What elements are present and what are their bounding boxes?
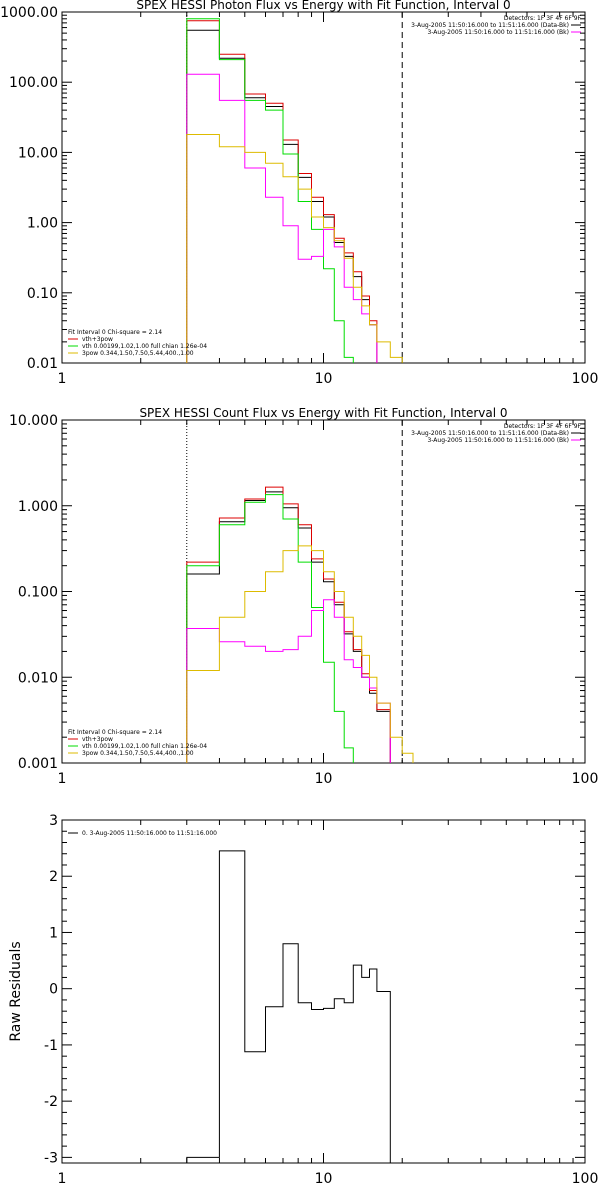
y-tick-label: 2 bbox=[49, 869, 58, 885]
y-axis-label: Raw Residuals bbox=[8, 941, 24, 1041]
series-line-0 bbox=[186, 850, 403, 1163]
chart-panel-0: SPEX HESSI Photon Flux vs Energy with Fi… bbox=[0, 0, 598, 387]
legend-text: 3pow 0.344,1.50,7.50,5.44,400.,1.00 bbox=[82, 750, 194, 757]
y-tick-label: 0 bbox=[49, 982, 58, 998]
x-tick-label: 1 bbox=[58, 371, 67, 387]
annotation-text: 3-Aug-2005 11:50:16.000 to 11:51:16.000 … bbox=[427, 29, 569, 36]
y-tick-label: 0.01 bbox=[27, 356, 58, 372]
x-tick-label: 10 bbox=[315, 1171, 333, 1187]
series-line-1 bbox=[186, 486, 391, 763]
chart-title: SPEX HESSI Count Flux vs Energy with Fit… bbox=[139, 406, 507, 420]
y-tick-label: 1 bbox=[49, 925, 58, 941]
y-tick-label: 1.000 bbox=[18, 499, 58, 515]
legend-text: vth 0.00199,1.02,1.00 full chian 1.26e-0… bbox=[82, 343, 207, 350]
series-line-4 bbox=[186, 134, 403, 363]
series-group bbox=[186, 850, 403, 1163]
y-tick-label: 100.00 bbox=[9, 75, 58, 91]
chart-panel-2: Raw Residuals 1 10 100 -3 -2 -1 0 1 2 3 0. 3-Aug-20… bbox=[8, 813, 598, 1187]
y-tick-label: -1 bbox=[44, 1038, 58, 1054]
y-tick-label: 1.00 bbox=[27, 216, 58, 232]
legend-text: vth 0.00199,1.02,1.00 full chian 1.26e-0… bbox=[82, 743, 207, 750]
y-tick-label: -2 bbox=[44, 1094, 58, 1110]
y-tick-label: 0.10 bbox=[27, 286, 58, 302]
annotation-text: 3-Aug-2005 11:50:16.000 to 11:51:16.000 … bbox=[411, 430, 569, 437]
y-tick-label: -3 bbox=[44, 1150, 58, 1166]
y-tick-label: 10.00 bbox=[18, 145, 58, 161]
annotation-text: Detectors: 1F 3F 4F 6F 9F bbox=[504, 15, 582, 22]
x-tick-label: 10 bbox=[315, 771, 333, 787]
series-line-3 bbox=[186, 599, 391, 763]
annotation-text: 3-Aug-2005 11:50:16.000 to 11:51:16.000 … bbox=[427, 437, 569, 444]
series-group bbox=[186, 18, 403, 363]
x-tick-label: 100 bbox=[572, 771, 599, 787]
y-tick-label: 3 bbox=[49, 813, 58, 829]
y-tick-label: 1000.00 bbox=[0, 5, 58, 21]
legend-text: vth+3pow bbox=[82, 736, 113, 743]
y-tick-label: 0.010 bbox=[18, 670, 58, 686]
series-line-0 bbox=[186, 29, 378, 363]
series-group bbox=[186, 486, 414, 763]
annotation-text: Detectors: 1F 3F 4F 6F 9F bbox=[504, 423, 582, 430]
series-line-0 bbox=[186, 491, 391, 763]
legend-text: Fit Interval 0 Chi-square = 2.14 bbox=[68, 329, 162, 336]
legend-text: 0. 3-Aug-2005 11:50:16.000 to 11:51:16.0… bbox=[82, 830, 217, 837]
legend-text: vth+3pow bbox=[82, 336, 113, 343]
y-tick-label: 0.100 bbox=[18, 585, 58, 601]
plot-frame bbox=[61, 819, 586, 1164]
series-line-1 bbox=[186, 20, 378, 363]
x-tick-label: 1 bbox=[58, 1171, 67, 1187]
series-line-3 bbox=[186, 73, 378, 363]
x-tick-label: 10 bbox=[315, 371, 333, 387]
chart-panel-1: SPEX HESSI Count Flux vs Energy with Fit… bbox=[9, 406, 598, 787]
series-line-2 bbox=[186, 494, 354, 763]
series-line-4 bbox=[186, 545, 414, 763]
legend-text: Fit Interval 0 Chi-square = 2.14 bbox=[68, 729, 162, 736]
x-tick-label: 1 bbox=[58, 771, 67, 787]
y-tick-label: 0.001 bbox=[18, 756, 58, 772]
x-tick-label: 100 bbox=[572, 371, 599, 387]
annotation-text: 3-Aug-2005 11:50:16.000 to 11:51:16.000 … bbox=[411, 22, 569, 29]
legend-text: 3pow 0.344,1.50,7.50,5.44,400.,1.00 bbox=[82, 350, 194, 357]
y-tick-label: 10.000 bbox=[9, 413, 58, 429]
series-line-2 bbox=[186, 18, 354, 363]
chart-title: SPEX HESSI Photon Flux vs Energy with Fi… bbox=[136, 0, 510, 12]
plot-frame bbox=[61, 11, 586, 364]
plot-frame bbox=[61, 419, 586, 764]
x-tick-label: 100 bbox=[572, 1171, 599, 1187]
